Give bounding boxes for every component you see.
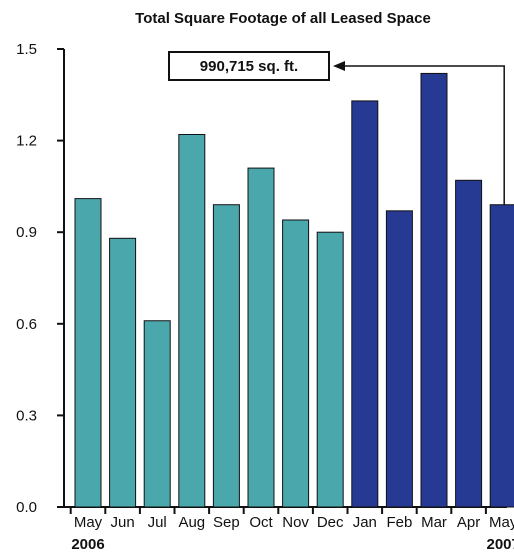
- bar: [178, 133, 206, 508]
- bar: [420, 72, 448, 508]
- bar: [385, 210, 413, 508]
- y-tick-label: 0.9: [16, 224, 37, 241]
- callout: 990,715 sq. ft.: [168, 51, 505, 205]
- bar: [489, 204, 514, 508]
- x-tick-label: Dec: [317, 514, 344, 531]
- bar: [455, 179, 483, 508]
- y-tick-label: 0.0: [16, 499, 37, 516]
- x-tick-label: Apr: [457, 514, 480, 531]
- callout-box: [168, 51, 330, 81]
- x-tick-label: Oct: [249, 514, 273, 531]
- chart-title: Total Square Footage of all Leased Space: [135, 10, 431, 27]
- bar: [143, 320, 171, 508]
- x-tick-label: Feb: [386, 514, 412, 531]
- bar: [316, 231, 344, 508]
- bar: [247, 167, 275, 508]
- bar: [74, 198, 102, 508]
- x-tick-label: Jul: [148, 514, 167, 531]
- x-tick-label: Jan: [353, 514, 377, 531]
- y-tick-label: 1.5: [16, 41, 37, 58]
- x-tick-label: May: [489, 514, 514, 531]
- year-label-2006: 2006: [71, 536, 104, 553]
- x-tick-label: Jun: [111, 514, 135, 531]
- bar: [212, 204, 240, 508]
- y-tick-label: 0.3: [16, 407, 37, 424]
- bar: [109, 237, 137, 508]
- x-tick-label: Mar: [421, 514, 447, 531]
- x-tick-label: Nov: [282, 514, 309, 531]
- y-tick-label: 0.6: [16, 316, 37, 333]
- x-tick-label: Sep: [213, 514, 240, 531]
- bar: [351, 100, 379, 508]
- callout-arrow-head: [333, 61, 345, 71]
- bars: [74, 72, 514, 508]
- bar: [282, 219, 310, 508]
- axes: 0.0 0.3 0.6 0.9 1.2 1.5 May Jun Jul Aug Sep Oct Nov D…: [16, 41, 514, 553]
- callout-text: 990,715 sq. ft.: [200, 58, 298, 75]
- x-tick-label: May: [74, 514, 103, 531]
- y-tick-label: 1.2: [16, 133, 37, 150]
- x-tick-label: Aug: [178, 514, 205, 531]
- callout-arrow-line: [343, 65, 505, 205]
- year-label-2007: 2007: [487, 536, 514, 553]
